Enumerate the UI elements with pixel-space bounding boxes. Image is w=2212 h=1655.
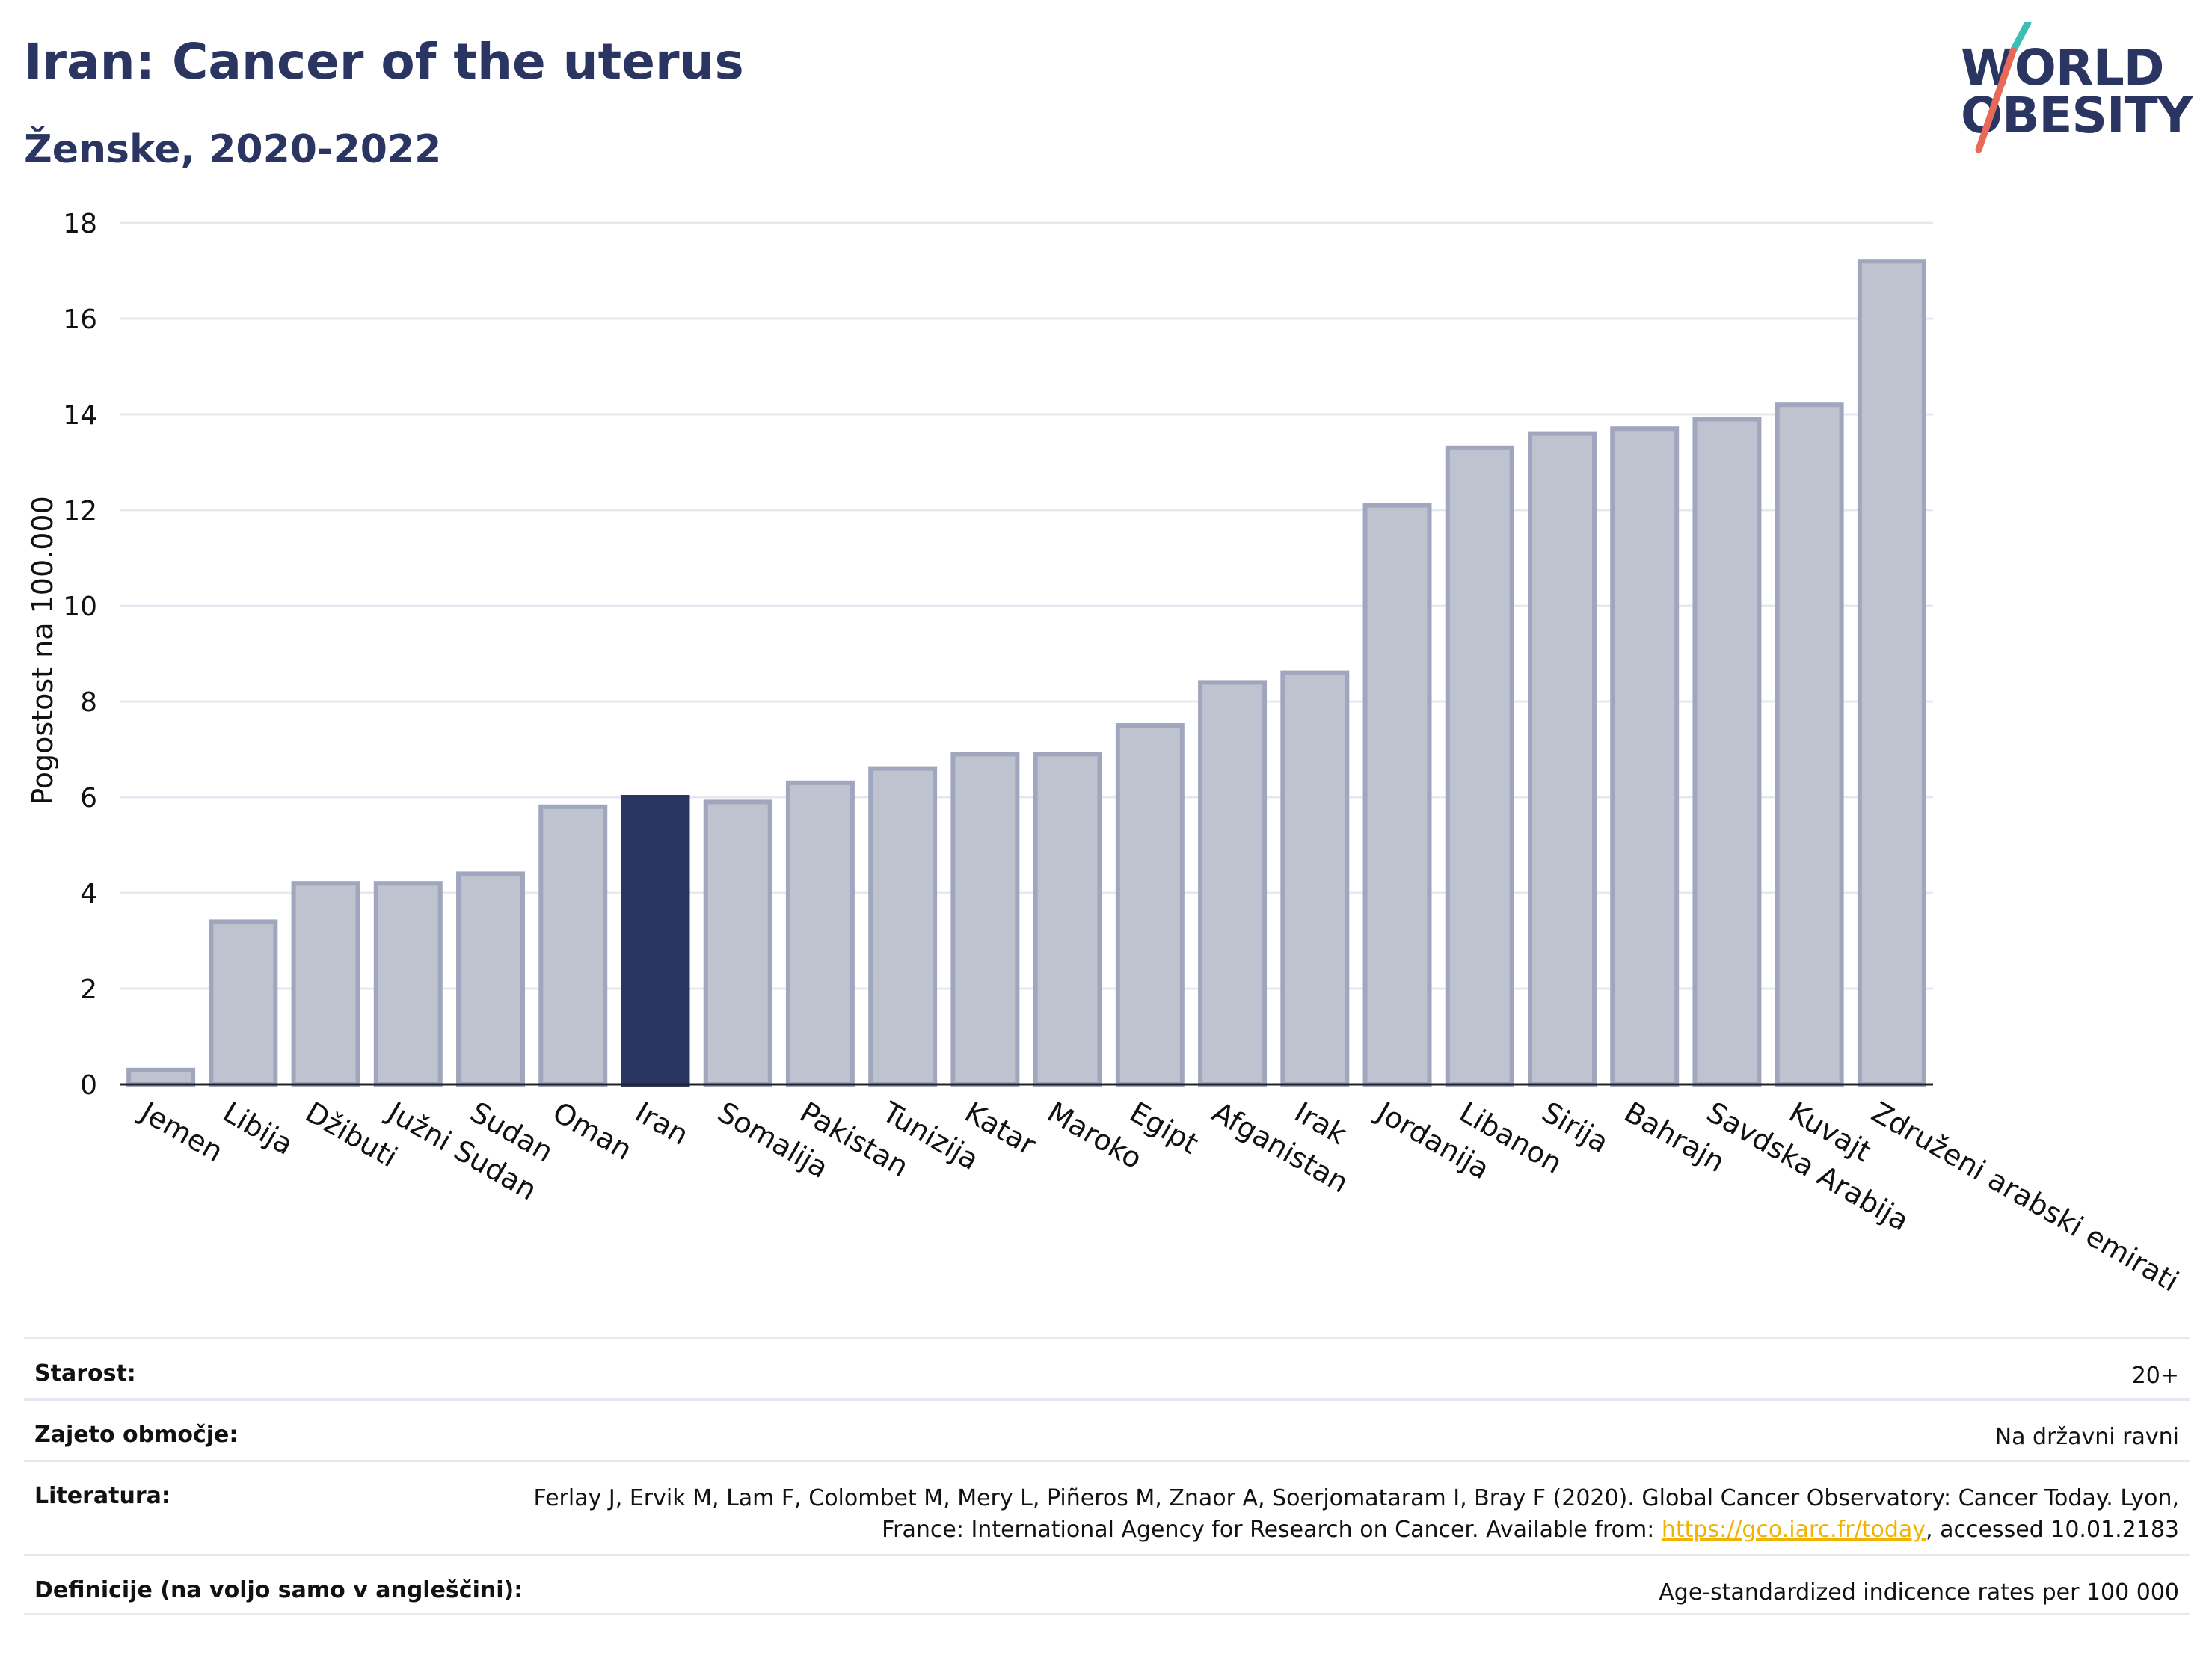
bars	[126, 259, 1926, 1087]
age-label: Starost:	[34, 1360, 136, 1387]
x-tick-label: Jemen	[134, 1095, 229, 1169]
x-tick-label: Iran	[630, 1096, 694, 1152]
bar-libija	[209, 919, 278, 1087]
y-tick-label: 6	[80, 783, 97, 814]
x-tick-label: Združeni arabski emirati	[1866, 1096, 2184, 1298]
y-tick-label: 2	[80, 974, 97, 1005]
bar-savdska-arabija	[1692, 417, 1762, 1087]
y-tick-label: 16	[63, 304, 97, 335]
y-tick-label: 4	[80, 879, 97, 909]
bar-libanon	[1445, 445, 1514, 1087]
bar-irak	[1280, 670, 1350, 1087]
bar-pakistan	[785, 780, 855, 1087]
definitions-value: Age-standardized indicence rates per 100…	[1659, 1579, 2179, 1606]
literature-text: Ferlay J, Ervik M, Lam F, Colombet M, Me…	[533, 1485, 2179, 1543]
definitions-label: Definicije (na voljo samo v angleščini):	[34, 1577, 523, 1603]
coverage-label: Zajeto območje:	[34, 1422, 239, 1448]
bar-tunizija	[868, 766, 938, 1087]
logo-slash-icon	[1975, 22, 2032, 153]
bar-kuvajt	[1775, 402, 1844, 1087]
literature-label: Literatura:	[34, 1483, 170, 1509]
literature-accessed: , accessed 10.01.2183	[1926, 1517, 2179, 1543]
meta-row-definitions: Definicije (na voljo samo v angleščini):…	[24, 1554, 2190, 1615]
bar-ju-ni-sudan	[373, 881, 443, 1087]
y-axis: 0 2 4 6 8 10 12 14 16 18	[63, 209, 97, 1101]
world-obesity-logo: WORLD OBESITY	[1944, 22, 2199, 157]
age-value: 20+	[2131, 1363, 2179, 1389]
bar-sudan	[456, 871, 526, 1087]
y-tick-label: 12	[63, 496, 97, 526]
bar-sirija	[1527, 431, 1597, 1087]
bar-maroko	[1033, 752, 1102, 1087]
literature-link[interactable]: https://gco.iarc.fr/today	[1661, 1517, 1926, 1543]
x-tick-label: Maroko	[1042, 1096, 1148, 1176]
y-tick-label: 18	[63, 209, 97, 239]
y-tick-label: 10	[63, 592, 97, 622]
x-tick-label: Džibuti	[300, 1096, 403, 1174]
bar-jemen	[126, 1067, 196, 1087]
bar-zdru-eni-arabski-emirati	[1857, 259, 1926, 1087]
bar-oman	[538, 804, 608, 1087]
bar-katar	[950, 752, 1020, 1087]
bar-jordanija	[1362, 503, 1432, 1087]
y-axis-label: Pogostost na 100.000	[26, 496, 59, 805]
bar-iran	[621, 795, 690, 1087]
chart-title: Iran: Cancer of the uterus	[24, 33, 744, 90]
logo-line-1: WORLD	[1961, 39, 2165, 96]
y-tick-label: 8	[80, 687, 97, 718]
coverage-value: Na državni ravni	[1994, 1424, 2179, 1450]
y-tick-label: 14	[63, 400, 97, 431]
bar-somalija	[703, 799, 772, 1087]
x-tick-label: Oman	[547, 1096, 638, 1167]
x-tick-label: Libija	[218, 1096, 299, 1161]
bar-afganistan	[1198, 680, 1268, 1087]
metadata-table: Starost: 20+ Zajeto območje: Na državni …	[24, 1337, 2190, 1615]
bar-egipt	[1115, 723, 1185, 1087]
bar-bahrajn	[1610, 426, 1680, 1087]
meta-row-coverage: Zajeto območje: Na državni ravni	[24, 1398, 2190, 1460]
bar-d-ibuti	[291, 881, 360, 1087]
chart-subtitle: Ženske, 2020-2022	[24, 127, 442, 172]
y-tick-label: 0	[80, 1070, 97, 1101]
meta-row-literature: Literatura: Ferlay J, Ervik M, Lam F, Co…	[24, 1460, 2190, 1554]
literature-value: Ferlay J, Ervik M, Lam F, Colombet M, Me…	[504, 1483, 2179, 1546]
meta-row-age: Starost: 20+	[24, 1337, 2190, 1398]
